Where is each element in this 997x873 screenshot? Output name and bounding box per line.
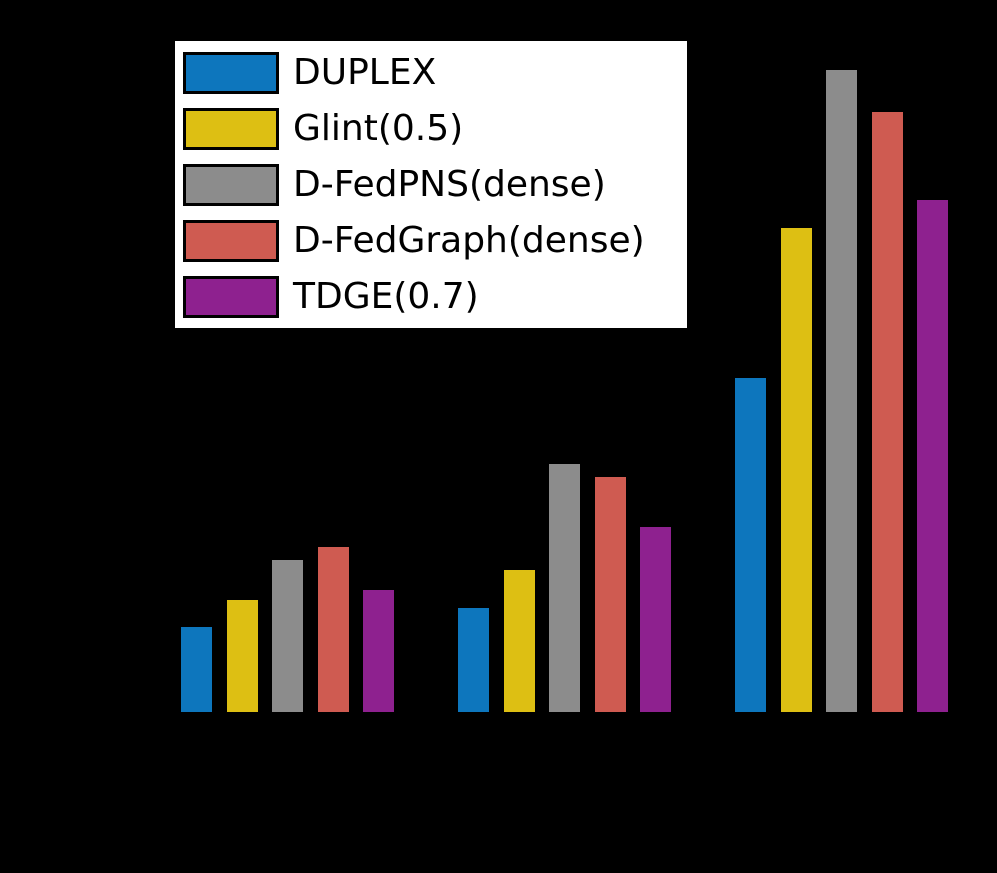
legend-label: TDGE(0.7) [293,275,479,317]
legend-item: D-FedPNS(dense) [183,161,677,208]
legend-item: D-FedGraph(dense) [183,217,677,264]
legend-label: D-FedPNS(dense) [293,163,606,205]
bar-group2-tdge-0-7- [640,527,671,712]
bar-group1-d-fedpns-dense- [272,560,303,712]
bar-group2-d-fedgraph-dense- [595,477,626,712]
bar-group1-glint-0-5- [227,600,258,712]
bar-group3-glint-0-5- [781,228,812,712]
bar-group1-tdge-0-7- [363,590,394,712]
legend-item: TDGE(0.7) [183,273,677,320]
legend-label: DUPLEX [293,51,437,93]
bar-group2-glint-0-5- [504,570,535,712]
legend-item: DUPLEX [183,49,677,96]
legend-swatch-dfedgraph [183,219,279,262]
bar-group3-d-fedpns-dense- [826,70,857,712]
legend-label: D-FedGraph(dense) [293,219,645,261]
bar-group1-duplex [181,627,212,712]
bar-group2-duplex [458,608,489,712]
bar-group3-d-fedgraph-dense- [872,112,903,712]
legend: DUPLEX Glint(0.5) D-FedPNS(dense) D-FedG… [172,38,690,331]
bar-group3-tdge-0-7- [917,200,948,712]
bar-group3-duplex [735,378,766,712]
legend-swatch-dfedpns [183,163,279,206]
legend-swatch-duplex [183,51,279,94]
bar-group2-d-fedpns-dense- [549,464,580,712]
legend-swatch-glint [183,107,279,150]
legend-swatch-tdge [183,275,279,318]
legend-item: Glint(0.5) [183,105,677,152]
legend-label: Glint(0.5) [293,107,464,149]
bar-group1-d-fedgraph-dense- [318,547,349,712]
